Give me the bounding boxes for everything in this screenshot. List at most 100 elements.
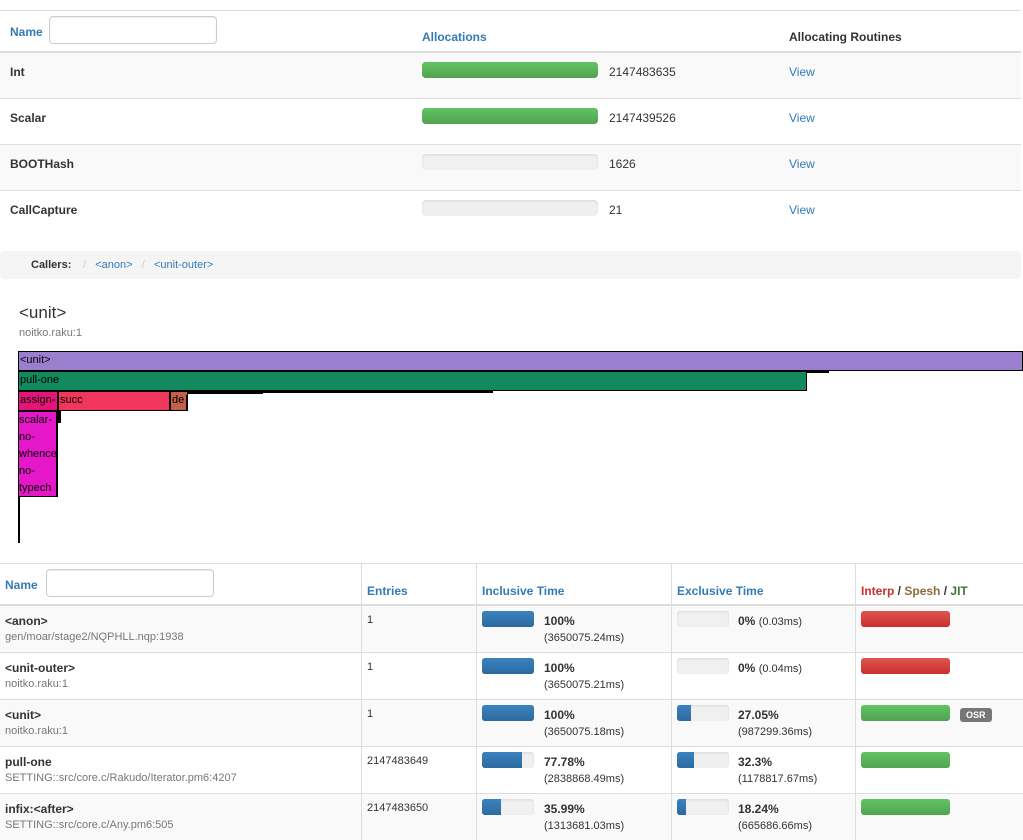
flame-block-succ[interactable]: succ: [58, 391, 170, 411]
breadcrumb-separator: /: [83, 259, 87, 271]
inclusive-time-percent: 77.78%: [544, 755, 585, 769]
routines-name-filter-input[interactable]: [46, 569, 214, 597]
routine-file-location: gen/moar/stage2/NQPHLL.nqp:1938: [5, 631, 184, 643]
exclusive-time-bar: [677, 752, 729, 768]
allocation-progress-bar: [422, 154, 598, 170]
column-divider: [361, 747, 362, 793]
flame-label-no: no-: [19, 465, 35, 477]
column-divider: [361, 653, 362, 699]
view-routines-link[interactable]: View: [789, 111, 815, 125]
allocation-progress-fill: [422, 108, 598, 124]
table-row: <unit> noitko.raku:1 1 100% (3650075.18ms) 27…: [0, 699, 1023, 746]
exclusive-time-fill: [677, 752, 694, 768]
flame-block-thin: [186, 395, 188, 411]
routines-table: Name Entries Inclusive Time Exclusive Ti…: [0, 563, 1023, 840]
table-row: Int 2147483635 View: [0, 53, 1021, 98]
routine-name-link[interactable]: infix:<after>: [5, 802, 74, 816]
column-divider: [476, 794, 477, 840]
column-divider: [855, 747, 856, 793]
allocation-type-name: Scalar: [10, 111, 47, 125]
inclusive-time-bar: [482, 658, 534, 674]
routine-name-column-header[interactable]: Name: [5, 578, 38, 592]
inclusive-time-percent: 35.99%: [544, 802, 585, 816]
exclusive-time-fill: [677, 705, 692, 721]
allocating-routines-column-header: Allocating Routines: [789, 30, 902, 44]
callers-list: / <anon> / <unit-outer>: [83, 259, 213, 271]
allocations-table-header: Name Allocations Allocating Routines: [0, 10, 1021, 53]
column-divider: [671, 653, 672, 699]
routine-file-location: noitko.raku:1: [5, 725, 68, 737]
jit-status-bar: [861, 752, 950, 768]
routine-title: <unit>: [19, 303, 67, 322]
column-divider: [361, 606, 362, 652]
inclusive-time-fill: [482, 658, 534, 674]
entries-column-header[interactable]: Entries: [367, 584, 408, 598]
inclusive-time-percent: 100%: [544, 661, 575, 675]
exclusive-time-ms: (0.03ms): [758, 616, 803, 628]
flame-block-pull-one[interactable]: pull-one: [18, 371, 807, 391]
allocation-progress-fill: [422, 62, 598, 78]
exclusive-time-percent: 18.24%: [738, 802, 779, 816]
exclusive-time-column-header[interactable]: Exclusive Time: [677, 584, 764, 598]
allocations-name-filter-input[interactable]: [49, 16, 217, 44]
inclusive-time-column-header[interactable]: Inclusive Time: [482, 584, 565, 598]
inclusive-time-fill: [482, 705, 534, 721]
exclusive-time-percent: 0% (0.04ms): [738, 661, 802, 675]
column-divider: [855, 794, 856, 840]
flame-block-thin: [18, 497, 20, 543]
jit-status-bar: [861, 799, 950, 815]
routine-name-link[interactable]: <unit-outer>: [5, 661, 76, 675]
flame-label-no: no-: [19, 431, 35, 443]
exclusive-percent-value: 0%: [738, 661, 756, 675]
inclusive-time-ms: (2838868.49ms): [544, 773, 625, 785]
allocation-progress-bar: [422, 108, 598, 124]
view-routines-link[interactable]: View: [789, 203, 815, 217]
caller-link-anon[interactable]: <anon>: [95, 259, 133, 271]
flame-block-assign[interactable]: assign-: [18, 391, 58, 411]
name-column-header[interactable]: Name: [10, 25, 43, 39]
flame-graph: <unit> pull-one assign- succ de scalar- …: [18, 351, 1023, 546]
column-divider: [671, 747, 672, 793]
table-row: BOOTHash 1626 View: [0, 144, 1021, 190]
caller-link-unit-outer[interactable]: <unit-outer>: [153, 259, 214, 271]
column-divider: [671, 606, 672, 652]
routine-file: noitko.raku:1: [19, 327, 82, 339]
routines-table-body: <anon> gen/moar/stage2/NQPHLL.nqp:1938 1 10…: [0, 606, 1023, 840]
exclusive-time-bar: [677, 611, 729, 627]
callers-breadcrumb: Callers: / <anon> / <unit-outer>: [0, 251, 1021, 279]
exclusive-time-ms: (1178817.67ms): [738, 773, 818, 785]
jit-status-bar: [861, 611, 950, 627]
interp-label: Interp: [861, 584, 895, 598]
inclusive-time-fill: [482, 799, 501, 815]
header-separator: /: [894, 584, 905, 598]
flame-block-thin: [188, 391, 263, 394]
table-row: Scalar 2147439526 View: [0, 98, 1021, 144]
inclusive-time-bar: [482, 752, 534, 768]
view-routines-link[interactable]: View: [789, 157, 815, 171]
routine-name-link[interactable]: <unit>: [5, 708, 42, 722]
exclusive-time-bar: [677, 799, 729, 815]
flame-block-scalar-stack[interactable]: [18, 411, 58, 497]
routine-name-link[interactable]: <anon>: [5, 614, 48, 628]
inclusive-time-ms: (3650075.18ms): [544, 726, 625, 738]
flame-label-scalar: scalar-: [19, 414, 53, 426]
routine-entries: 1: [367, 708, 374, 720]
flame-label-typech: typech: [19, 482, 52, 494]
routine-name-link[interactable]: pull-one: [5, 755, 52, 769]
routine-entries: 2147483650: [367, 802, 429, 814]
column-divider: [476, 653, 477, 699]
flame-block-thin: [807, 371, 829, 373]
table-row: infix:<after>SETTING::src/core.c/Any.pm6…: [0, 793, 1023, 840]
view-routines-link[interactable]: View: [789, 65, 815, 79]
allocations-column-header[interactable]: Allocations: [422, 30, 487, 44]
routine-file-location: SETTING::src/core.c/Any.pm6:505: [5, 819, 174, 831]
flame-label-whence: whence: [19, 448, 57, 460]
exclusive-time-fill: [677, 799, 687, 815]
inclusive-time-ms: (3650075.24ms): [544, 632, 625, 644]
exclusive-time-percent: 0% (0.03ms): [738, 614, 802, 628]
flame-block-unit[interactable]: <unit>: [18, 351, 1023, 371]
table-row: CallCapture 21 View: [0, 190, 1021, 236]
routine-file-location: SETTING::src/core.c/Rakudo/Iterator.pm6:…: [5, 772, 237, 784]
flame-block-thin: [263, 391, 493, 393]
